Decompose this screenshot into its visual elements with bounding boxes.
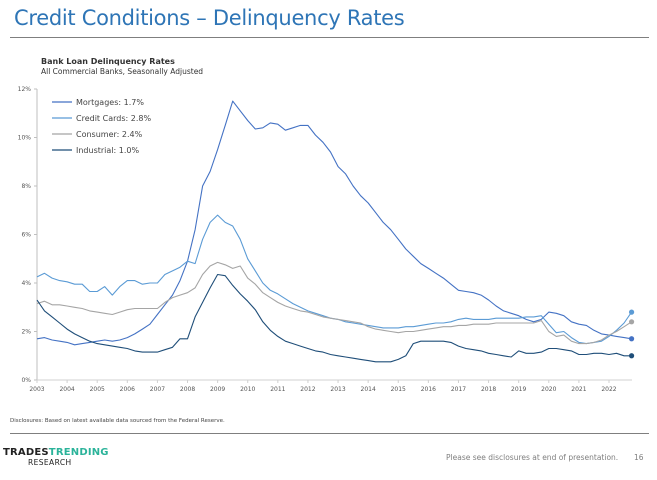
end-marker-consumer <box>628 319 635 325</box>
x-tick-label: 2022 <box>601 386 616 393</box>
y-tick-label: 12% <box>18 86 32 93</box>
logo-trades: TRADES <box>3 447 49 458</box>
y-tick-label: 4% <box>21 280 31 287</box>
footer-note: Please see disclosures at end of present… <box>446 453 619 462</box>
x-tick-label: 2019 <box>511 386 526 393</box>
footer-divider <box>10 433 649 434</box>
company-logo: TRADESTRENDING RESEARCH <box>3 448 109 467</box>
y-tick-label: 6% <box>21 232 31 239</box>
end-marker-mortgages <box>628 336 635 342</box>
x-tick-label: 2005 <box>90 386 105 393</box>
x-tick-label: 2007 <box>150 386 165 393</box>
x-tick-label: 2017 <box>451 386 466 393</box>
series-line-credit-cards <box>36 214 633 345</box>
x-tick-label: 2015 <box>391 386 406 393</box>
title-divider <box>10 37 649 38</box>
series-line-mortgages <box>36 100 632 346</box>
y-tick-label: 0% <box>21 377 31 384</box>
legend: Mortgages: 1.7% Credit Cards: 2.8% Consume… <box>52 98 151 155</box>
x-tick-label: 2014 <box>361 386 376 393</box>
end-marker-industrial <box>628 353 635 359</box>
delinquency-chart: 0% 2% 4% 6% 8% 10% 12% 2003 2004 2005 2006 2007 2008… <box>18 86 635 393</box>
x-tick-label: 2012 <box>300 386 315 393</box>
x-tick-label: 2008 <box>180 386 195 393</box>
legend-item-mortgages: Mortgages: 1.7% <box>52 98 144 107</box>
end-marker-credit-cards <box>628 309 635 315</box>
x-tick-label: 2020 <box>541 386 556 393</box>
chart-subtitle: All Commercial Banks, Seasonally Adjuste… <box>41 67 204 76</box>
legend-label: Mortgages: 1.7% <box>76 98 144 107</box>
logo-research: RESEARCH <box>28 458 72 467</box>
y-tick-label: 8% <box>21 183 31 190</box>
x-tick-label: 2004 <box>59 386 74 393</box>
disclosure-text: Disclosures: Based on latest available d… <box>10 418 225 424</box>
x-tick-label: 2003 <box>29 386 44 393</box>
axes: 0% 2% 4% 6% 8% 10% 12% 2003 2004 2005 2006 2007 2008… <box>18 86 632 393</box>
legend-item-consumer: Consumer: 2.4% <box>52 130 143 139</box>
series-line-industrial <box>36 273 632 363</box>
x-tick-label: 2009 <box>210 386 225 393</box>
y-tick-label: 2% <box>21 329 31 336</box>
x-tick-label: 2013 <box>330 386 345 393</box>
series-line-consumer <box>36 261 632 345</box>
legend-label: Industrial: 1.0% <box>76 146 139 155</box>
logo-trending: TRENDING <box>48 447 109 458</box>
y-tick-label: 10% <box>18 135 32 142</box>
x-tick-label: 2018 <box>481 386 496 393</box>
legend-label: Consumer: 2.4% <box>76 130 143 139</box>
legend-label: Credit Cards: 2.8% <box>76 114 151 123</box>
x-tick-label: 2016 <box>421 386 436 393</box>
x-tick-label: 2011 <box>270 386 285 393</box>
x-tick-label: 2010 <box>240 386 255 393</box>
x-tick-label: 2006 <box>120 386 135 393</box>
legend-item-credit-cards: Credit Cards: 2.8% <box>52 114 151 123</box>
series-lines <box>36 100 635 363</box>
x-tick-label: 2021 <box>571 386 586 393</box>
legend-item-industrial: Industrial: 1.0% <box>52 146 139 155</box>
page-title: Credit Conditions – Delinquency Rates <box>14 6 405 30</box>
page-number: 16 <box>634 453 644 462</box>
chart-title: Bank Loan Delinquency Rates <box>41 57 175 66</box>
